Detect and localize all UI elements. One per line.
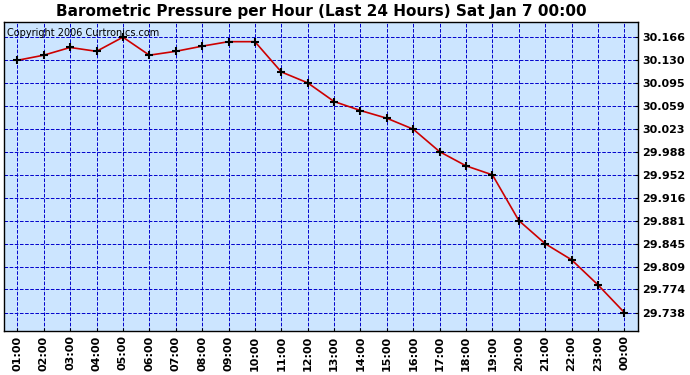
Title: Barometric Pressure per Hour (Last 24 Hours) Sat Jan 7 00:00: Barometric Pressure per Hour (Last 24 Ho… [56, 4, 586, 19]
Text: Copyright 2006 Curtronics.com: Copyright 2006 Curtronics.com [8, 28, 159, 38]
